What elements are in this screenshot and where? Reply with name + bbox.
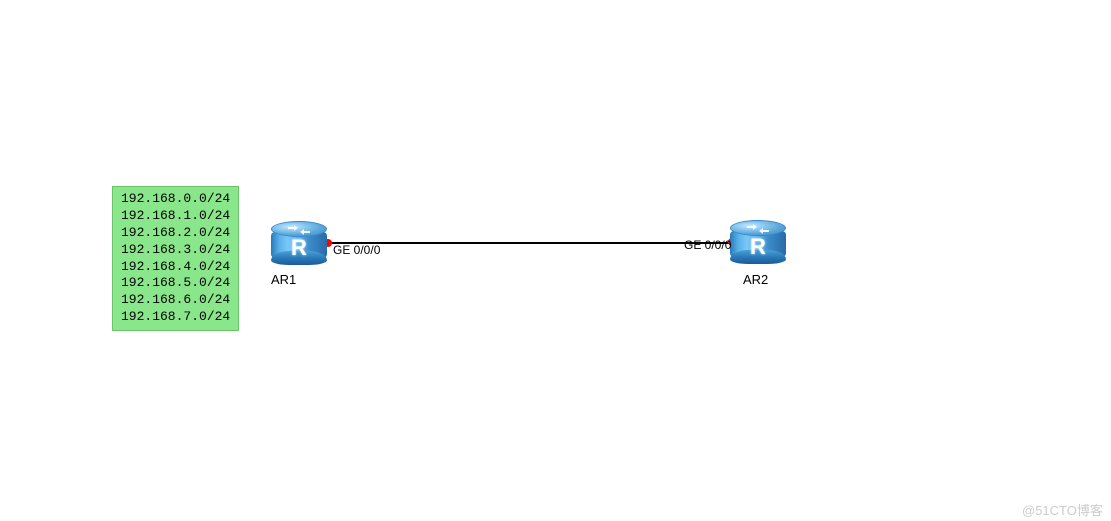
subnet-entry: 192.168.1.0/24 xyxy=(121,208,230,225)
watermark-text: @51CTO博客 xyxy=(1022,500,1103,519)
link-ar1-ar2 xyxy=(326,242,731,244)
subnet-entry: 192.168.5.0/24 xyxy=(121,275,230,292)
router-label-ar2: AR2 xyxy=(743,272,768,287)
router-icon: R xyxy=(730,220,786,264)
router-icon: R xyxy=(271,221,327,265)
router-ar1[interactable]: R xyxy=(271,221,327,265)
subnet-list-box: 192.168.0.0/24 192.168.1.0/24 192.168.2.… xyxy=(112,186,239,331)
subnet-entry: 192.168.0.0/24 xyxy=(121,191,230,208)
subnet-entry: 192.168.2.0/24 xyxy=(121,225,230,242)
router-ar2[interactable]: R xyxy=(730,220,786,264)
interface-label-ar2: GE 0/0/0 xyxy=(684,238,731,252)
subnet-entry: 192.168.7.0/24 xyxy=(121,309,230,326)
interface-label-ar1: GE 0/0/0 xyxy=(333,243,380,257)
router-letter: R xyxy=(750,234,766,260)
subnet-entry: 192.168.6.0/24 xyxy=(121,292,230,309)
subnet-entry: 192.168.4.0/24 xyxy=(121,259,230,276)
subnet-entry: 192.168.3.0/24 xyxy=(121,242,230,259)
router-label-ar1: AR1 xyxy=(271,272,296,287)
router-letter: R xyxy=(291,235,307,261)
